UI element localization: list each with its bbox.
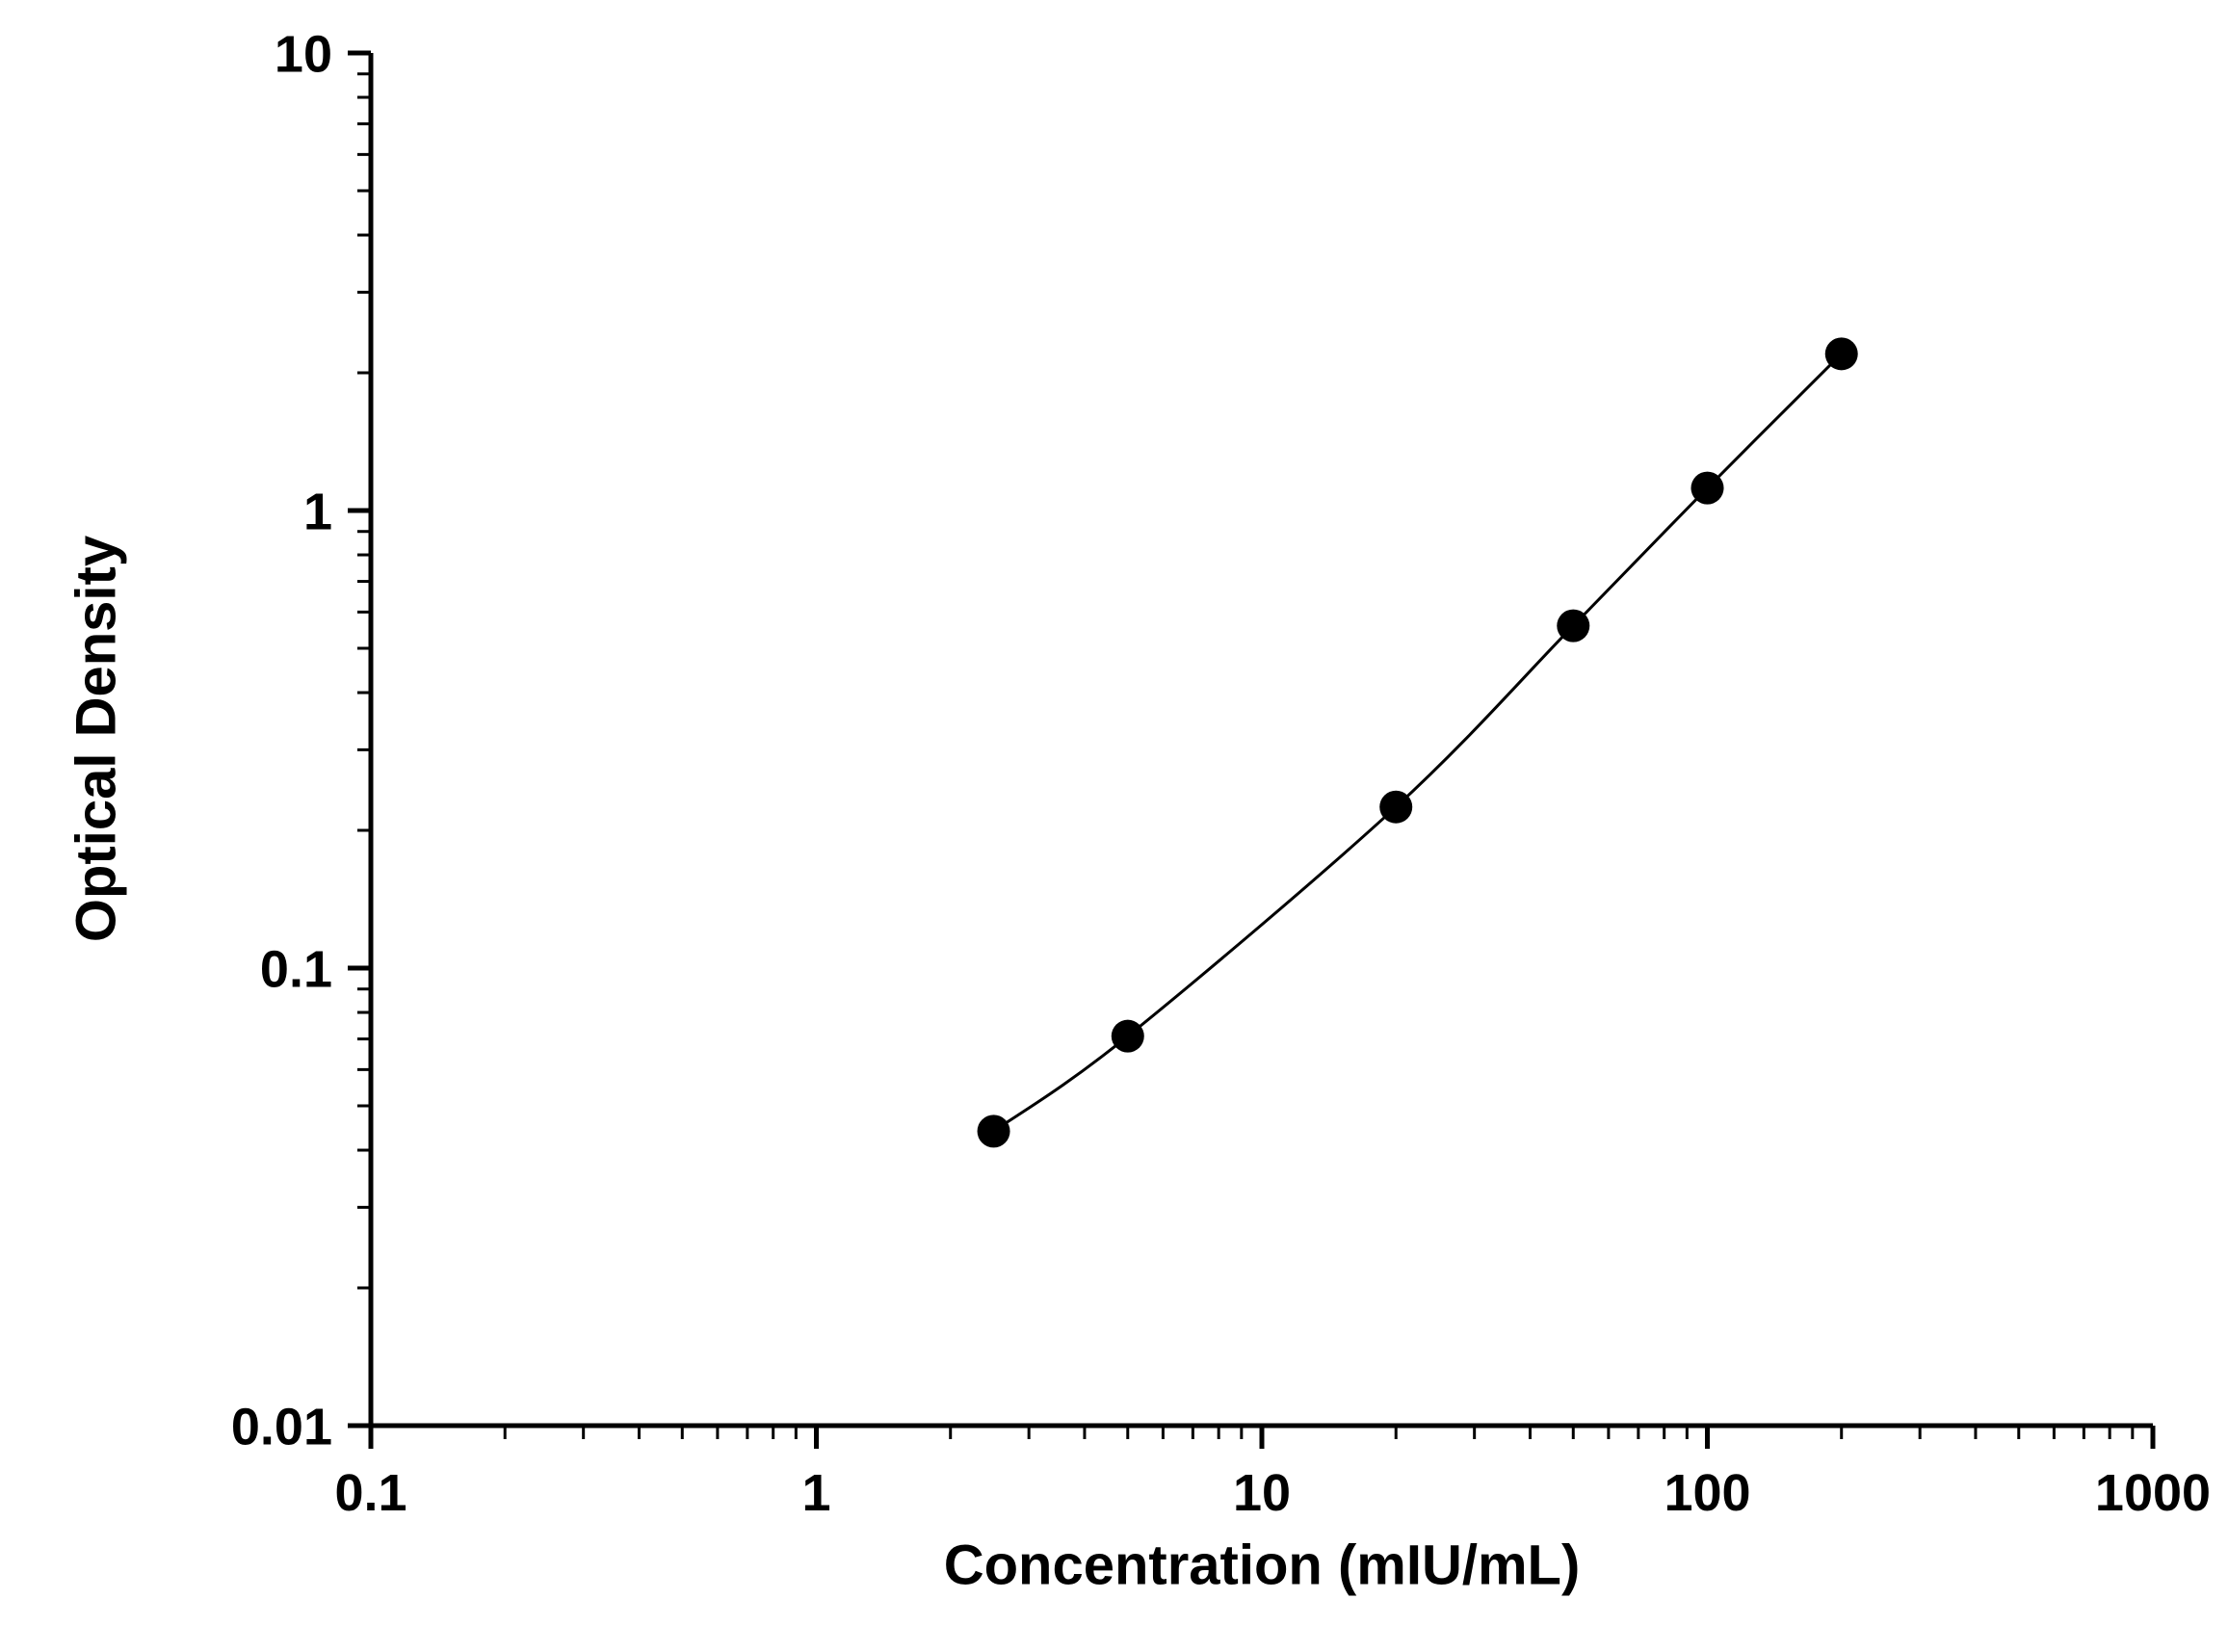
data-point [1557,609,1590,642]
x-tick-label: 0.1 [334,1464,406,1522]
x-tick-label: 1 [801,1464,830,1522]
x-tick-label: 10 [1233,1464,1291,1522]
x-tick-label: 1000 [2095,1464,2211,1522]
y-tick-label: 1 [303,483,332,540]
y-tick-label: 0.01 [231,1398,332,1455]
data-point [1111,1019,1144,1053]
y-tick-label: 0.1 [260,940,332,998]
y-tick-label: 10 [275,25,332,83]
data-point [977,1114,1010,1148]
x-axis-label: Concentration (mIU/mL) [943,1534,1581,1597]
data-point [1691,471,1724,505]
data-point [1379,790,1413,824]
x-tick-label: 100 [1664,1464,1750,1522]
data-point [1824,337,1858,371]
y-axis-label: Optical Density [65,535,128,943]
standard-curve-line [992,353,1843,1133]
